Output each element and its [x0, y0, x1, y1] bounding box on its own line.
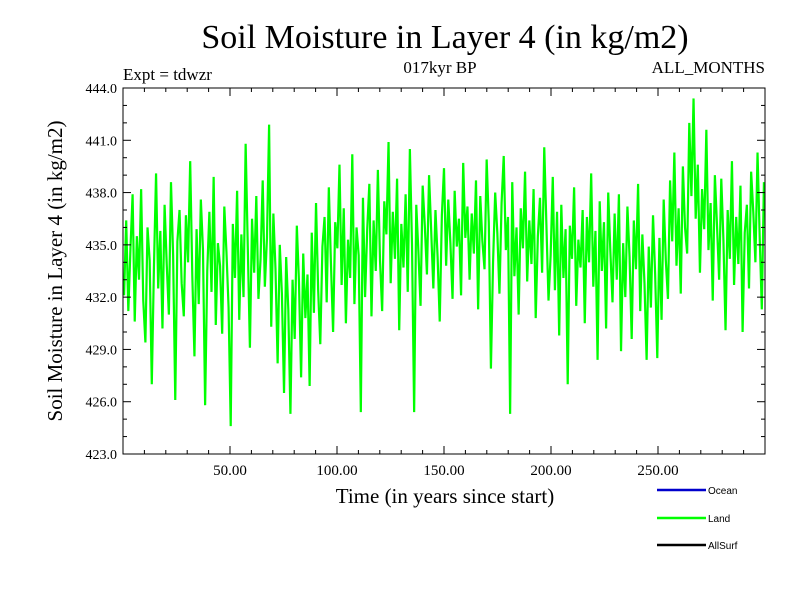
x-tick-label: 100.00	[316, 463, 357, 479]
y-axis-label: Soil Moisture in Layer 4 (in kg/m2)	[43, 121, 67, 422]
legend: Ocean Land AllSurf	[657, 486, 738, 552]
chart-right-label: ALL_MONTHS	[652, 58, 765, 77]
y-tick-label: 429.0	[86, 343, 118, 358]
y-tick-label: 444.0	[86, 82, 118, 97]
x-tick-label: 250.00	[637, 463, 678, 479]
x-tick-label: 200.00	[530, 463, 571, 479]
legend-label-land: Land	[708, 514, 730, 525]
x-tick-label: 150.00	[423, 463, 464, 479]
chart-subtitle: 017kyr BP	[403, 58, 476, 77]
chart-title: Soil Moisture in Layer 4 (in kg/m2)	[201, 19, 688, 56]
plot-area: 50.00 100.00 150.00 200.00 250.00 423.0 426.0 4…	[86, 82, 766, 479]
y-tick-label: 432.0	[86, 291, 118, 306]
chart-left-label: Expt = tdwzr	[123, 65, 212, 84]
y-tick-label: 441.0	[86, 134, 118, 149]
y-tick-label: 426.0	[86, 396, 118, 411]
y-tick-label: 438.0	[86, 187, 118, 202]
x-axis-label: Time (in years since start)	[336, 484, 555, 508]
series-land-line	[122, 98, 766, 427]
legend-label-allsurf: AllSurf	[708, 541, 738, 552]
y-tick-label: 435.0	[86, 239, 118, 254]
legend-label-ocean: Ocean	[708, 486, 737, 497]
x-tick-label: 50.00	[213, 463, 247, 479]
y-tick-label: 423.0	[86, 448, 118, 463]
